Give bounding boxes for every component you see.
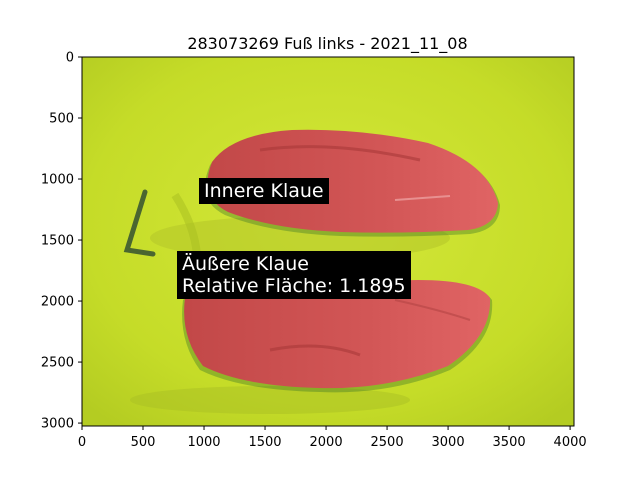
x-axis: 0 500 1000 1500 2000 2500 3000 3500 4000	[78, 426, 587, 450]
x-tick-label: 500	[131, 435, 156, 450]
axes-frame	[81, 56, 575, 427]
y-tick-label: 3000	[41, 417, 74, 432]
inner-claw-shape	[205, 129, 500, 237]
y-tick-label: 2500	[41, 356, 74, 371]
outer-claw-label: Äußere Klaue Relative Fläche: 1.1895	[177, 251, 411, 299]
x-tick-label: 2500	[371, 435, 404, 450]
y-tick-label: 1000	[41, 173, 74, 188]
x-tick-label: 4000	[554, 435, 587, 450]
y-tick-label: 2000	[41, 295, 74, 310]
x-tick-label: 2000	[310, 435, 343, 450]
photo-image	[82, 57, 574, 426]
outer-claw-shape	[182, 279, 493, 393]
x-tick-label: 0	[78, 435, 86, 450]
y-tick-label: 500	[49, 112, 74, 127]
y-axis: 0 500 1000 1500 2000 2500 3000	[41, 51, 82, 432]
x-tick-label: 3500	[493, 435, 526, 450]
inner-claw-label: Innere Klaue	[199, 178, 329, 204]
x-tick-label: 1500	[248, 435, 281, 450]
x-tick-label: 3000	[432, 435, 465, 450]
y-tick-label: 0	[66, 51, 74, 66]
outer-claw-label-line2: Relative Fläche: 1.1895	[182, 275, 406, 297]
plot-title: 283073269 Fuß links - 2021_11_08	[187, 34, 468, 53]
outer-claw-label-line1: Äußere Klaue	[182, 253, 309, 275]
marker-l-drawing	[123, 189, 156, 257]
y-tick-label: 1500	[41, 234, 74, 249]
x-tick-label: 1000	[187, 435, 220, 450]
